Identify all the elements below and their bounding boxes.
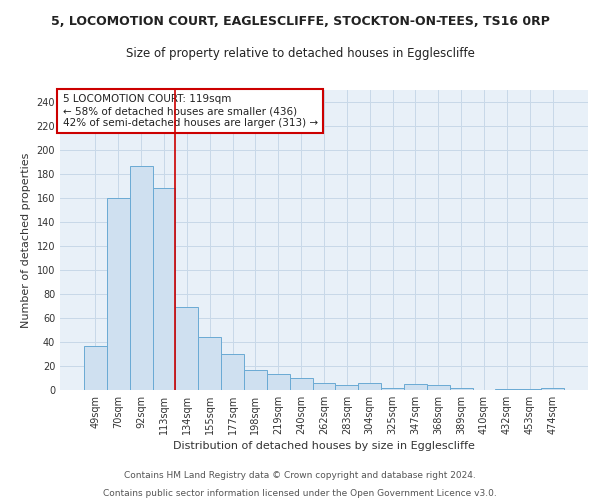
Bar [313, 383, 335, 390]
Bar [358, 383, 381, 390]
Bar [130, 166, 152, 390]
Bar [221, 354, 244, 390]
Bar [267, 374, 290, 390]
Bar [244, 370, 267, 390]
X-axis label: Distribution of detached houses by size in Egglescliffe: Distribution of detached houses by size … [173, 441, 475, 451]
Bar [518, 389, 541, 390]
Bar [84, 346, 107, 390]
Bar [107, 198, 130, 390]
Bar [404, 384, 427, 390]
Bar [381, 388, 404, 390]
Text: Contains HM Land Registry data © Crown copyright and database right 2024.: Contains HM Land Registry data © Crown c… [124, 471, 476, 480]
Y-axis label: Number of detached properties: Number of detached properties [21, 152, 31, 328]
Bar [335, 385, 358, 390]
Bar [450, 388, 473, 390]
Text: 5 LOCOMOTION COURT: 119sqm
← 58% of detached houses are smaller (436)
42% of sem: 5 LOCOMOTION COURT: 119sqm ← 58% of deta… [62, 94, 318, 128]
Bar [290, 378, 313, 390]
Text: Size of property relative to detached houses in Egglescliffe: Size of property relative to detached ho… [125, 48, 475, 60]
Bar [198, 337, 221, 390]
Text: Contains public sector information licensed under the Open Government Licence v3: Contains public sector information licen… [103, 488, 497, 498]
Text: 5, LOCOMOTION COURT, EAGLESCLIFFE, STOCKTON-ON-TEES, TS16 0RP: 5, LOCOMOTION COURT, EAGLESCLIFFE, STOCK… [50, 15, 550, 28]
Bar [427, 385, 450, 390]
Bar [496, 389, 518, 390]
Bar [175, 307, 198, 390]
Bar [152, 188, 175, 390]
Bar [541, 388, 564, 390]
